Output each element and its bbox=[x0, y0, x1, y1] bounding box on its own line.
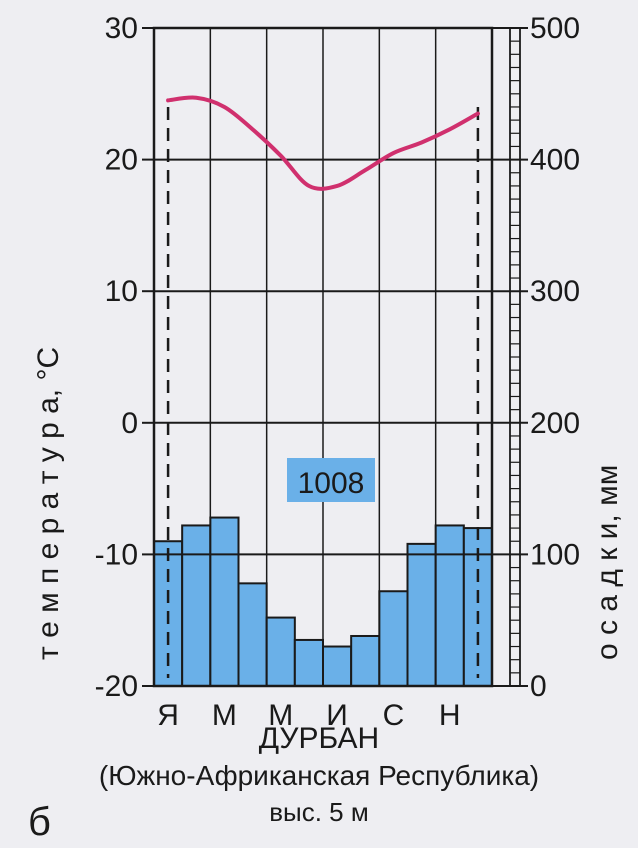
temperature-line bbox=[166, 95, 480, 191]
temperature-axis-label: т е м п е р а т у р а, °С bbox=[32, 347, 65, 660]
precipitation-axis: 500 400 300 200 100 0 bbox=[492, 12, 580, 703]
temperature-tick-label: 20 bbox=[105, 144, 138, 177]
precipitation-tick-label: 100 bbox=[530, 538, 580, 571]
precipitation-bar bbox=[350, 634, 381, 688]
station-altitude: выс. 5 м bbox=[269, 797, 369, 827]
precipitation-bar bbox=[322, 645, 353, 688]
precipitation-bar bbox=[209, 516, 240, 687]
station-country: (Южно-Африканская Республика) bbox=[98, 760, 540, 791]
month-label: Н bbox=[439, 699, 461, 732]
precipitation-tick-label: 300 bbox=[530, 275, 580, 308]
precipitation-bar bbox=[378, 590, 409, 687]
annual-precipitation-value: 1008 bbox=[298, 467, 365, 500]
dry-season-dashes bbox=[166, 106, 480, 678]
month-label: М bbox=[212, 699, 237, 732]
plot-border bbox=[152, 26, 494, 688]
precipitation-bars bbox=[153, 516, 494, 688]
precipitation-bar bbox=[181, 524, 212, 687]
precipitation-bar bbox=[265, 616, 296, 687]
temperature-tick-label: 10 bbox=[105, 275, 138, 308]
precipitation-bar bbox=[406, 542, 437, 688]
station-name: ДУРБАН bbox=[258, 722, 380, 755]
temperature-tick-label: -10 bbox=[95, 538, 138, 571]
temperature-tick-label: 0 bbox=[121, 407, 138, 440]
month-label: С bbox=[383, 699, 405, 732]
temperature-curve bbox=[166, 95, 480, 191]
precipitation-axis-label: о с а д к и, мм bbox=[591, 465, 624, 660]
month-label: Я bbox=[157, 699, 179, 732]
precipitation-bar bbox=[434, 524, 465, 687]
precipitation-bar bbox=[293, 638, 325, 688]
panel-letter: б bbox=[28, 800, 51, 844]
precipitation-tick-label: 500 bbox=[530, 12, 580, 45]
temperature-axis: 30 20 10 0 -10 -20 bbox=[95, 12, 154, 703]
plot-frame bbox=[152, 26, 494, 688]
precipitation-tick-label: 200 bbox=[530, 407, 580, 440]
temperature-tick-label: -20 bbox=[95, 670, 138, 703]
annual-precipitation-badge: 1008 bbox=[287, 458, 375, 502]
month-label: М bbox=[268, 699, 293, 732]
temperature-tick-label: 30 bbox=[105, 12, 138, 45]
precipitation-bar bbox=[237, 582, 268, 687]
precipitation-tick-label: 400 bbox=[530, 144, 580, 177]
month-label: И bbox=[326, 699, 348, 732]
precipitation-tick-label: 0 bbox=[530, 670, 547, 703]
